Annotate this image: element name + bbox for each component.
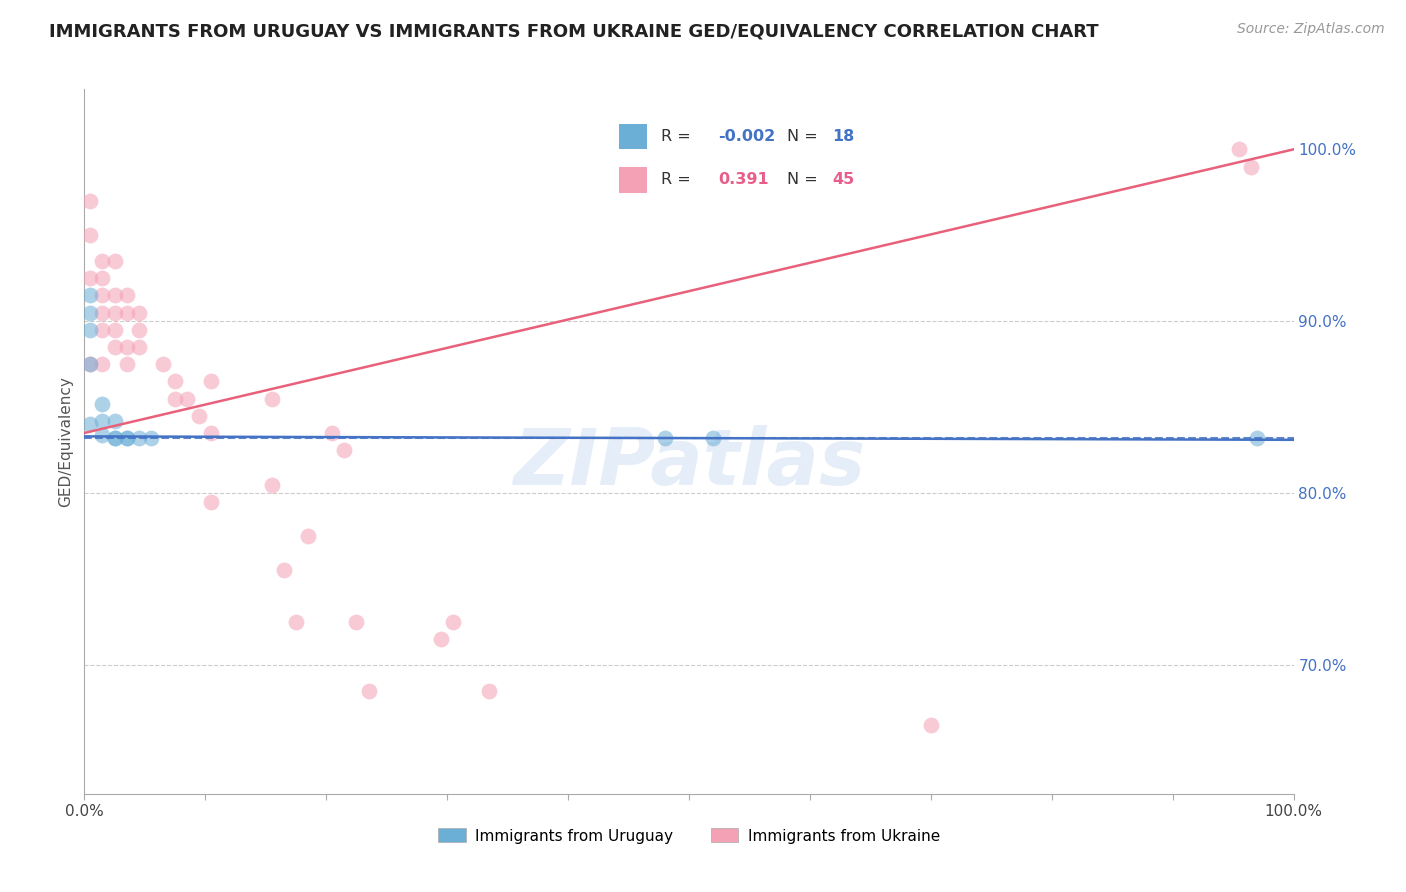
Point xyxy=(273,564,295,578)
Point xyxy=(91,357,114,371)
Point xyxy=(200,375,222,389)
Point xyxy=(79,417,101,432)
Point xyxy=(91,254,114,268)
Point xyxy=(128,323,150,337)
Point xyxy=(128,431,150,445)
Point xyxy=(104,431,127,445)
Point xyxy=(79,357,101,371)
Point xyxy=(91,397,114,411)
Point xyxy=(654,431,676,445)
Point xyxy=(357,683,380,698)
Point xyxy=(430,632,453,647)
Point xyxy=(91,271,114,285)
Point xyxy=(346,615,368,629)
Y-axis label: GED/Equivalency: GED/Equivalency xyxy=(58,376,73,507)
Point xyxy=(165,392,187,406)
Point xyxy=(702,431,724,445)
Point xyxy=(188,409,211,423)
Text: Source: ZipAtlas.com: Source: ZipAtlas.com xyxy=(1237,22,1385,37)
Point xyxy=(165,375,187,389)
Point xyxy=(441,615,464,629)
Point xyxy=(104,340,127,354)
Point xyxy=(79,323,101,337)
Point xyxy=(478,683,501,698)
Legend: Immigrants from Uruguay, Immigrants from Ukraine: Immigrants from Uruguay, Immigrants from… xyxy=(432,822,946,850)
Point xyxy=(297,529,319,543)
Point xyxy=(200,494,222,508)
Point xyxy=(260,477,283,491)
Point xyxy=(260,392,283,406)
Point xyxy=(91,414,114,428)
Point xyxy=(128,340,150,354)
Point xyxy=(79,228,101,243)
Point xyxy=(1246,431,1268,445)
Point xyxy=(128,305,150,319)
Point xyxy=(91,323,114,337)
Point xyxy=(79,271,101,285)
Point xyxy=(79,305,101,319)
Text: IMMIGRANTS FROM URUGUAY VS IMMIGRANTS FROM UKRAINE GED/EQUIVALENCY CORRELATION C: IMMIGRANTS FROM URUGUAY VS IMMIGRANTS FR… xyxy=(49,22,1099,40)
Point xyxy=(79,288,101,302)
Point xyxy=(104,323,127,337)
Point xyxy=(115,340,138,354)
Point xyxy=(91,427,114,442)
Point xyxy=(115,431,138,445)
Point xyxy=(79,194,101,208)
Point xyxy=(176,392,198,406)
Point xyxy=(920,718,942,732)
Point xyxy=(104,431,127,445)
Point xyxy=(115,357,138,371)
Point xyxy=(1240,160,1263,174)
Point xyxy=(91,288,114,302)
Point xyxy=(104,254,127,268)
Point xyxy=(104,288,127,302)
Point xyxy=(333,443,356,458)
Point xyxy=(321,425,343,440)
Point xyxy=(200,425,222,440)
Text: ZIPatlas: ZIPatlas xyxy=(513,425,865,500)
Point xyxy=(284,615,308,629)
Point xyxy=(115,305,138,319)
Point xyxy=(139,431,162,445)
Point xyxy=(79,357,101,371)
Point xyxy=(115,288,138,302)
Point xyxy=(1227,142,1250,156)
Point xyxy=(104,414,127,428)
Point xyxy=(115,431,138,445)
Point xyxy=(104,305,127,319)
Point xyxy=(91,305,114,319)
Point xyxy=(152,357,174,371)
